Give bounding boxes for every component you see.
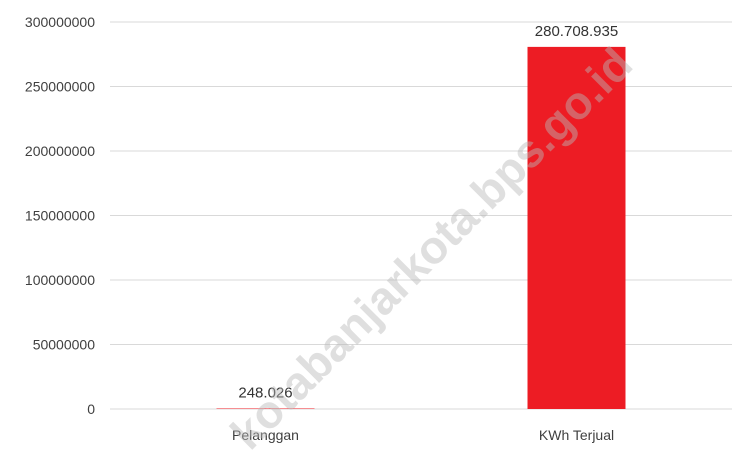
y-tick-label: 200000000 (25, 143, 95, 159)
category-label: Pelanggan (232, 427, 299, 443)
y-tick-label: 250000000 (25, 79, 95, 95)
y-tick-label: 50000000 (33, 337, 96, 353)
gridlines (110, 21, 732, 410)
bar-pelanggan (216, 408, 315, 409)
data-labels: 248.026 280.708.935 (238, 23, 618, 402)
y-tick-label: 300000000 (25, 14, 95, 30)
y-tick-label: 150000000 (25, 208, 95, 224)
y-tick-label: 100000000 (25, 272, 95, 288)
y-axis-ticks: 0 50000000 100000000 150000000 200000000 2500… (25, 14, 95, 417)
data-label: 248.026 (238, 385, 292, 402)
category-label: KWh Terjual (539, 427, 614, 443)
x-axis-categories: Pelanggan KWh Terjual (232, 427, 614, 443)
data-label: 280.708.935 (535, 23, 618, 40)
y-tick-label: 0 (87, 401, 95, 417)
bar-kwh-terjual (527, 46, 626, 410)
bars (216, 46, 626, 410)
